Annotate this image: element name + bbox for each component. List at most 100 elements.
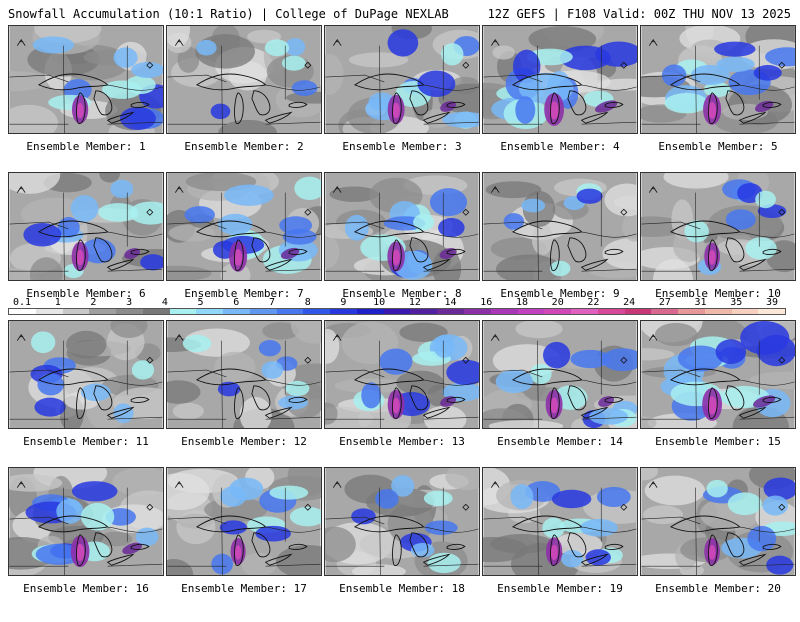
snowfall-map <box>640 172 796 281</box>
colorbar-tick-label: 18 <box>515 297 529 308</box>
ensemble-panel: Ensemble Member: 14 <box>482 320 638 475</box>
snowfall-map <box>8 320 164 429</box>
ensemble-panel: Ensemble Member: 15 <box>640 320 796 475</box>
colorbar-tick-label: 5 <box>197 297 204 308</box>
colorbar-tick-label: 4 <box>161 297 168 308</box>
colorbar-tick-label: 6 <box>233 297 240 308</box>
ensemble-member-label: Ensemble Member: 1 <box>26 140 146 153</box>
colorbar-swatch <box>276 309 304 314</box>
ensemble-member-label: Ensemble Member: 4 <box>500 140 620 153</box>
colorbar-tick-label: 0.1 <box>12 297 32 308</box>
ensemble-member-label: Ensemble Member: 16 <box>23 582 149 595</box>
ensemble-member-label: Ensemble Member: 2 <box>184 140 304 153</box>
colorbar-tick-label: 12 <box>408 297 421 308</box>
ensemble-member-label: Ensemble Member: 14 <box>497 435 623 448</box>
colorbar-swatch <box>303 309 331 314</box>
colorbar-swatch <box>437 309 465 314</box>
colorbar-swatch <box>758 309 786 314</box>
colorbar-swatch <box>571 309 598 314</box>
snowfall-map <box>640 25 796 134</box>
snowfall-map-graphic <box>483 321 637 428</box>
ensemble-member-label: Ensemble Member: 19 <box>497 582 623 595</box>
snowfall-map <box>8 25 164 134</box>
snowfall-map-graphic <box>483 468 637 575</box>
snowfall-map <box>324 25 480 134</box>
ensemble-panel: Ensemble Member: 2 <box>166 25 322 180</box>
ensemble-panel: Ensemble Member: 1 <box>8 25 164 180</box>
colorbar-swatch <box>330 309 357 314</box>
snowfall-map <box>166 320 322 429</box>
snowfall-map-graphic <box>9 173 163 280</box>
snowfall-map-graphic <box>325 468 479 575</box>
snowfall-map <box>166 172 322 281</box>
ensemble-member-label: Ensemble Member: 8 <box>342 287 462 300</box>
snowfall-map <box>166 467 322 576</box>
colorbar-swatch <box>678 309 705 314</box>
colorbar-swatch <box>62 309 90 314</box>
snowfall-map <box>640 320 796 429</box>
colorbar-swatch <box>464 309 491 314</box>
colorbar-swatch <box>383 309 411 314</box>
snowfall-map-graphic <box>641 26 795 133</box>
snowfall-map-graphic <box>641 468 795 575</box>
snowfall-map-graphic <box>9 468 163 575</box>
colorbar-swatch <box>356 309 384 314</box>
colorbar-swatch <box>731 309 759 314</box>
colorbar-swatch <box>35 309 63 314</box>
colorbar-swatch <box>544 309 572 314</box>
ensemble-member-label: Ensemble Member: 15 <box>655 435 781 448</box>
colorbar-swatch <box>116 309 143 314</box>
ensemble-panel: Ensemble Member: 18 <box>324 467 480 622</box>
colorbar-swatch <box>651 309 679 314</box>
model-run-info: 12Z GEFS | F108 Valid: 00Z THU NOV 13 20… <box>487 7 791 21</box>
snowfall-map <box>8 467 164 576</box>
colorbar-ticks: 0.1 1 2 3 4 5 6 7 8 9 10 12 14 16 18 20 22 24 27 31 35 39 <box>8 298 786 308</box>
snowfall-map <box>324 172 480 281</box>
colorbar-tick-label: 24 <box>623 297 636 308</box>
snowfall-map <box>166 25 322 134</box>
colorbar-tick-label: 31 <box>694 297 707 308</box>
colorbar-tick-label: 9 <box>340 297 347 308</box>
snowfall-map-graphic <box>641 321 795 428</box>
colorbar-swatch <box>249 309 277 314</box>
colorbar-swatch <box>490 309 518 314</box>
snowfall-map-graphic <box>9 26 163 133</box>
ensemble-member-label: Ensemble Member: 5 <box>658 140 778 153</box>
colorbar-swatch <box>517 309 545 314</box>
snowfall-map <box>482 467 638 576</box>
ensemble-member-label: Ensemble Member: 11 <box>23 435 149 448</box>
ensemble-panel: Ensemble Member: 16 <box>8 467 164 622</box>
colorbar-swatch <box>624 309 652 314</box>
ensemble-member-label: Ensemble Member: 20 <box>655 582 781 595</box>
colorbar-tick-label: 7 <box>268 297 276 308</box>
colorbar-swatch <box>704 309 732 314</box>
ensemble-panel: Ensemble Member: 13 <box>324 320 480 475</box>
colorbar-swatch <box>142 309 170 314</box>
colorbar-tick-label: 10 <box>373 297 386 308</box>
ensemble-panel: Ensemble Member: 12 <box>166 320 322 475</box>
colorbar-tick-label: 27 <box>658 297 671 308</box>
ensemble-member-label: Ensemble Member: 12 <box>181 435 307 448</box>
colorbar-tick-label: 39 <box>765 297 779 308</box>
snowfall-map-graphic <box>167 321 321 428</box>
ensemble-panel: Ensemble Member: 17 <box>166 467 322 622</box>
colorbar-swatch <box>597 309 625 314</box>
snowfall-map-graphic <box>483 26 637 133</box>
snowfall-map-graphic <box>483 173 637 280</box>
ensemble-member-label: Ensemble Member: 17 <box>181 582 307 595</box>
snowfall-map <box>324 467 480 576</box>
snowfall-map-graphic <box>9 321 163 428</box>
colorbar-tick-label: 35 <box>730 297 743 308</box>
ensemble-panel: Ensemble Member: 11 <box>8 320 164 475</box>
colorbar-tick-label: 8 <box>304 297 311 308</box>
colorbar-tick-label: 22 <box>587 297 600 308</box>
snowfall-map-graphic <box>167 468 321 575</box>
snowfall-map-graphic <box>167 26 321 133</box>
ensemble-member-label: Ensemble Member: 6 <box>26 287 146 300</box>
ensemble-panel: Ensemble Member: 20 <box>640 467 796 622</box>
colorbar-tick-label: 2 <box>90 297 97 308</box>
snowfall-map <box>640 467 796 576</box>
snowfall-map-graphic <box>325 321 479 428</box>
colorbar-tick-label: 1 <box>54 297 61 308</box>
ensemble-member-label: Ensemble Member: 13 <box>339 435 465 448</box>
